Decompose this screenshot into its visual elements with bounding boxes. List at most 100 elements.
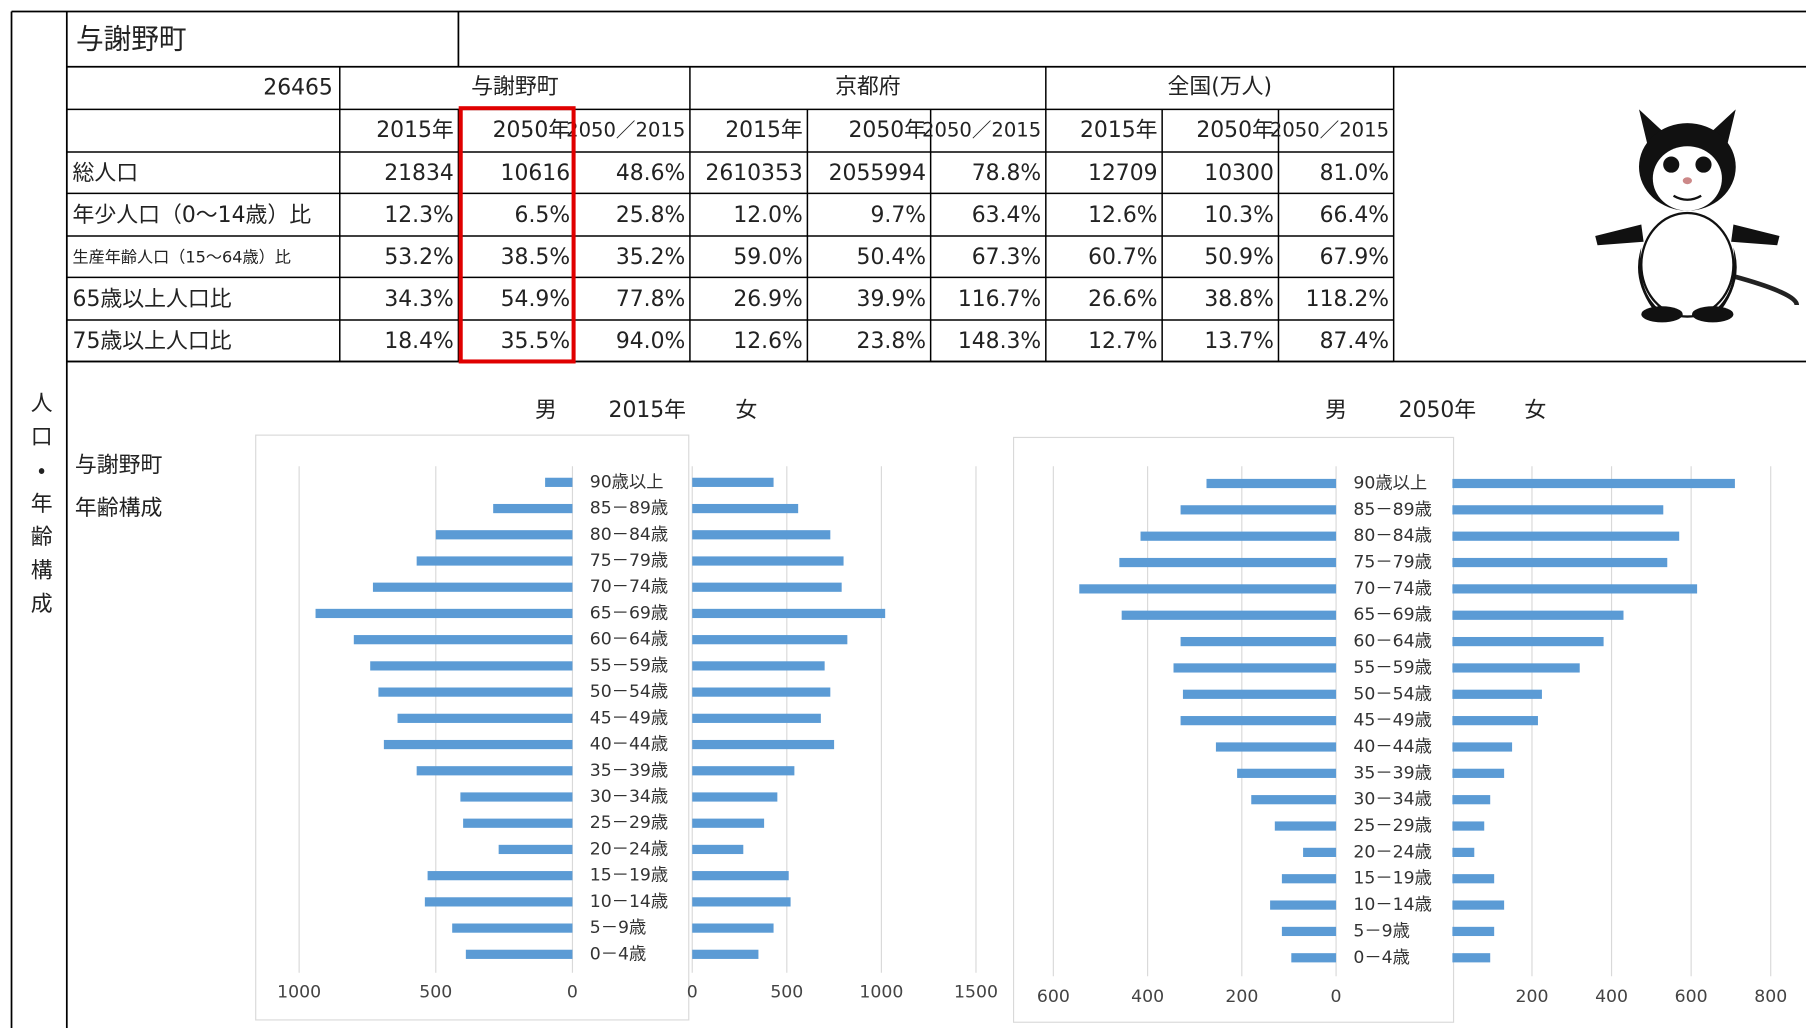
table-column-header: 2015年 <box>376 118 454 143</box>
bar <box>692 609 885 618</box>
bar <box>1452 848 1474 857</box>
table-row-header: 生産年齢人口（15～64歳）比 <box>73 247 291 266</box>
category-label: 0－4歳 <box>590 944 647 964</box>
bar <box>1452 505 1663 514</box>
table-cell: 81.0% <box>1320 161 1389 186</box>
table-cell: 2055994 <box>829 161 926 186</box>
bar <box>692 792 777 801</box>
table-group-header: 全国(万人) <box>1167 74 1272 99</box>
table-cell: 12.6% <box>1088 203 1157 228</box>
category-label: 65－69歳 <box>1353 605 1432 625</box>
table-cell: 25.8% <box>616 203 685 228</box>
x-tick-label: 600 <box>1675 987 1708 1007</box>
category-label: 60－64歳 <box>590 630 669 650</box>
table-cell: 12.3% <box>384 203 453 228</box>
bar <box>1452 769 1504 778</box>
category-label: 15－19歳 <box>590 866 669 886</box>
legend-entry: 女 <box>735 398 757 423</box>
x-tick-label: 200 <box>1225 987 1258 1007</box>
category-label: 70－74歳 <box>1353 579 1432 599</box>
table-cell: 10616 <box>501 161 571 186</box>
bar <box>452 923 572 932</box>
table-cell: 9.7% <box>870 203 926 228</box>
x-tick-label: 0 <box>567 982 578 1002</box>
table-cell: 10300 <box>1204 161 1274 186</box>
x-tick-label: 0 <box>1331 987 1342 1007</box>
legend-entry: 男 <box>535 398 557 423</box>
bar <box>692 583 841 592</box>
table-cell: 38.5% <box>501 245 570 270</box>
table-cell: 148.3% <box>958 329 1041 354</box>
category-label: 10－14歳 <box>590 892 669 912</box>
category-label: 15－19歳 <box>1353 869 1432 889</box>
bar <box>1181 716 1336 725</box>
table-cell: 67.3% <box>972 245 1041 270</box>
table-column-header: 2015年 <box>1080 118 1158 143</box>
category-label: 80－84歳 <box>590 525 669 545</box>
category-label: 0－4歳 <box>1353 948 1410 968</box>
table-column-header: 2050年 <box>1196 118 1274 143</box>
bar <box>692 661 824 670</box>
bar <box>692 845 743 854</box>
category-label: 45－49歳 <box>590 708 669 728</box>
x-tick-label: 0 <box>687 982 698 1002</box>
bar <box>1303 848 1336 857</box>
bar <box>499 845 573 854</box>
bar <box>1452 690 1542 699</box>
category-label: 30－34歳 <box>590 787 669 807</box>
bar <box>1237 769 1336 778</box>
x-tick-label: 1500 <box>954 982 998 1002</box>
table-cell: 63.4% <box>972 203 1041 228</box>
bar <box>1452 584 1697 593</box>
table-cell: 118.2% <box>1306 287 1389 312</box>
category-label: 40－44歳 <box>590 735 669 755</box>
bar <box>428 871 573 880</box>
bar <box>384 740 573 749</box>
table-cell: 38.8% <box>1204 287 1273 312</box>
side-label: 人口・年齢構成 <box>27 391 52 625</box>
table-cell: 66.4% <box>1320 203 1389 228</box>
bar <box>692 714 821 723</box>
category-label: 5－9歳 <box>590 918 647 938</box>
bar <box>1282 927 1336 936</box>
bar <box>354 635 573 644</box>
table-cell: 35.5% <box>501 329 570 354</box>
table-cell: 87.4% <box>1320 329 1389 354</box>
table-row-header: 総人口 <box>73 161 139 186</box>
bar <box>1452 927 1494 936</box>
bar <box>1216 742 1336 751</box>
category-label: 35－39歳 <box>590 761 669 781</box>
table-group-header: 京都府 <box>835 74 901 99</box>
table-cell: 50.9% <box>1204 245 1273 270</box>
bar <box>1122 611 1336 620</box>
bar <box>463 819 572 828</box>
category-label: 5－9歳 <box>1353 921 1410 941</box>
category-label: 75－79歳 <box>590 551 669 571</box>
table-column-header: 2050／2015 <box>922 119 1041 142</box>
x-tick-label: 800 <box>1754 987 1787 1007</box>
bar <box>692 556 843 565</box>
table-cell: 26.6% <box>1088 287 1157 312</box>
category-label: 55－59歳 <box>1353 658 1432 678</box>
bar <box>692 530 830 539</box>
table-cell: 12.7% <box>1088 329 1157 354</box>
bar <box>1270 900 1336 909</box>
screenshot: 与謝野町 人口・年齢構成 与謝野町 年齢構成 26465与謝野町京都府全国(万人… <box>0 0 1806 1028</box>
category-label: 25－29歳 <box>1353 816 1432 836</box>
bar <box>1452 900 1504 909</box>
table-cell: 6.5% <box>515 203 571 228</box>
table-cell: 39.9% <box>857 287 926 312</box>
bar <box>692 740 834 749</box>
bar <box>692 478 773 487</box>
chart-title: 2050年 <box>1399 398 1477 423</box>
category-label: 85－89歳 <box>1353 500 1432 520</box>
bar <box>1119 558 1336 567</box>
category-label: 75－79歳 <box>1353 553 1432 573</box>
bar <box>692 635 847 644</box>
table-cell: 18.4% <box>384 329 453 354</box>
chart-title: 2015年 <box>609 398 687 423</box>
table-cell: 26.9% <box>733 287 802 312</box>
table-cell: 50.4% <box>857 245 926 270</box>
bar <box>1206 479 1336 488</box>
category-label: 65－69歳 <box>590 603 669 623</box>
